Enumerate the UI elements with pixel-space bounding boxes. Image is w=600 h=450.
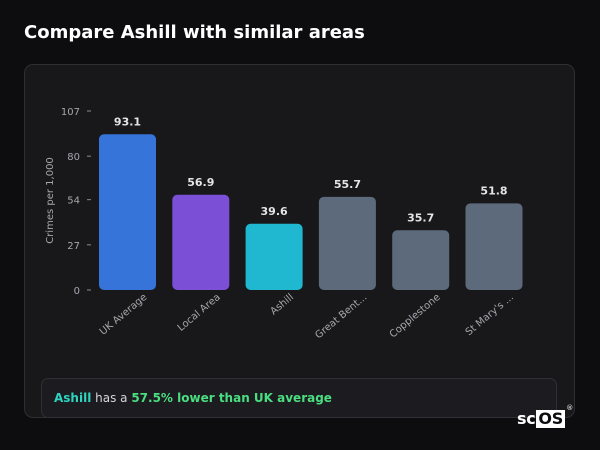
y-tick-label: 107 [61,107,80,118]
summary-stat: 57.5% lower than UK average [131,391,332,405]
summary-connector-text: has a [91,391,132,405]
summary-area-name: Ashill [54,391,92,405]
bar-value-label: 93.1 [114,115,141,128]
y-tick-label: 0 [74,286,80,297]
y-tick-label: 27 [67,241,80,252]
bar-3 [318,196,376,290]
logo-boxed-text: OS [536,409,565,428]
logo-registered-mark: ® [566,404,573,412]
bar-value-label: 55.7 [334,178,361,191]
bar-4 [392,230,450,290]
y-tick-label: 54 [67,196,80,207]
bar-value-label: 51.8 [480,184,507,197]
category-label: St Mary's ... [464,292,516,338]
y-axis-label: Crimes per 1,000 [45,157,56,244]
bar-5 [465,203,523,290]
bar-value-label: 39.6 [261,205,288,218]
bar-2 [245,223,303,290]
category-label: Great Bent... [313,292,369,341]
scos-logo: sc OS ® [517,404,573,428]
category-label: Local Area [176,292,223,334]
comparison-summary: Ashill has a 57.5% lower than UK average [41,378,557,418]
category-label: UK Average [98,292,150,338]
y-tick-label: 80 [67,152,80,163]
page-title: Compare Ashill with similar areas [24,22,365,43]
logo-prefix: sc [517,409,536,428]
category-label: Ashill [268,292,296,318]
bar-value-label: 56.9 [187,176,214,189]
bar-value-label: 35.7 [407,211,434,224]
category-label: Copplestone [388,292,443,341]
bar-1 [172,194,230,290]
bar-0 [99,134,156,290]
